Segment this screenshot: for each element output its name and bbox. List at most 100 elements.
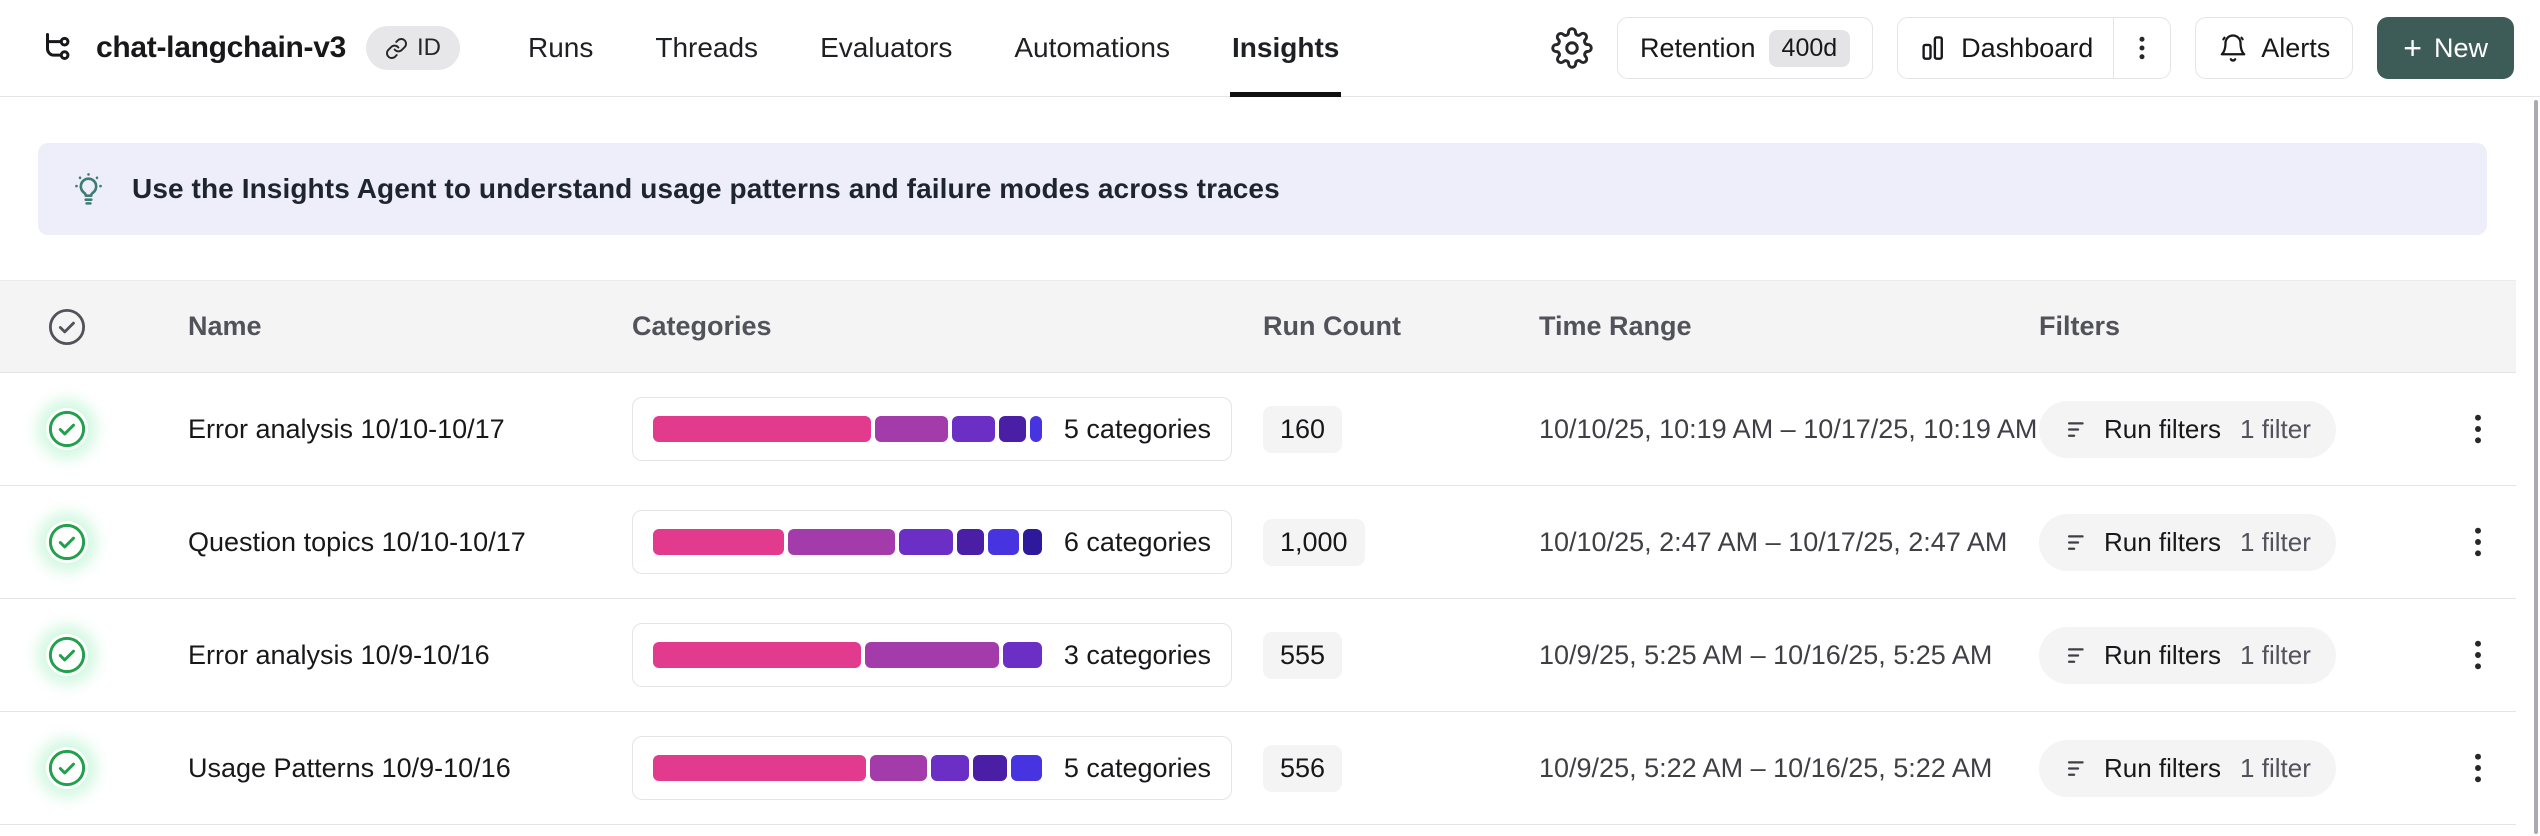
dashboard-menu-button[interactable] bbox=[2114, 18, 2170, 78]
table-row[interactable]: Error analysis 10/10-10/17 5 categories … bbox=[0, 373, 2516, 486]
categories-count-label: 5 categories bbox=[1063, 413, 1211, 444]
insights-table-body: Error analysis 10/10-10/17 5 categories … bbox=[0, 373, 2540, 825]
vertical-scrollbar[interactable] bbox=[2534, 100, 2538, 834]
row-menu-button[interactable] bbox=[2461, 745, 2495, 791]
dashboard-button[interactable]: Dashboard bbox=[1898, 18, 2113, 78]
time-range-text: 10/9/25, 5:22 AM – 10/16/25, 5:22 AM bbox=[1539, 752, 1993, 783]
select-all-checkmark-icon[interactable] bbox=[46, 306, 88, 348]
status-success-icon bbox=[46, 521, 88, 563]
category-bar-segment bbox=[1030, 416, 1042, 442]
run-count-badge: 555 bbox=[1263, 631, 1343, 679]
kebab-menu-icon bbox=[2139, 36, 2145, 60]
categories-count-label: 3 categories bbox=[1063, 639, 1211, 670]
run-filters-pill[interactable]: Run filters 1 filter bbox=[2039, 739, 2336, 797]
run-filters-pill[interactable]: Run filters 1 filter bbox=[2039, 400, 2336, 458]
status-success-icon bbox=[46, 634, 88, 676]
id-badge-label: ID bbox=[416, 34, 441, 61]
insight-name-link[interactable]: Error analysis 10/10-10/17 bbox=[188, 413, 505, 444]
bell-icon bbox=[2220, 34, 2246, 62]
project-tree-icon bbox=[38, 29, 76, 67]
plus-icon: + bbox=[2403, 30, 2422, 66]
run-count-badge: 160 bbox=[1263, 405, 1343, 453]
lightbulb-icon bbox=[70, 171, 107, 208]
project-brand: chat-langchain-v3 ID bbox=[38, 26, 460, 70]
row-menu-button[interactable] bbox=[2461, 519, 2495, 565]
status-success-icon bbox=[46, 408, 88, 450]
insight-name-link[interactable]: Usage Patterns 10/9-10/16 bbox=[188, 752, 511, 783]
column-header-filters: Filters bbox=[2039, 311, 2121, 341]
insight-name-link[interactable]: Question topics 10/10-10/17 bbox=[188, 526, 526, 557]
row-menu-button[interactable] bbox=[2461, 632, 2495, 678]
run-filters-label: Run filters bbox=[2104, 526, 2222, 557]
kebab-menu-icon bbox=[2475, 640, 2481, 670]
time-range-text: 10/10/25, 2:47 AM – 10/17/25, 2:47 AM bbox=[1539, 526, 2008, 557]
category-bar bbox=[653, 529, 1042, 555]
category-bar bbox=[653, 416, 1042, 442]
kebab-menu-icon bbox=[2475, 527, 2481, 557]
dashboard-button-group: Dashboard bbox=[1897, 17, 2172, 79]
category-bar-segment bbox=[870, 755, 928, 781]
category-bar-segment bbox=[999, 416, 1027, 442]
retention-button[interactable]: Retention 400d bbox=[1616, 17, 1874, 79]
category-bar-segment bbox=[653, 529, 784, 555]
tab-automations[interactable]: Automations bbox=[1014, 32, 1170, 63]
insights-table-header: Name Categories Run Count Time Range Fil… bbox=[0, 280, 2516, 373]
new-button[interactable]: + New bbox=[2377, 17, 2514, 79]
table-row[interactable]: Error analysis 10/9-10/16 3 categories 5… bbox=[0, 599, 2516, 712]
table-row[interactable]: Usage Patterns 10/9-10/16 5 categories 5… bbox=[0, 712, 2516, 825]
tab-runs[interactable]: Runs bbox=[527, 32, 594, 63]
time-range-text: 10/10/25, 10:19 AM – 10/17/25, 10:19 AM bbox=[1539, 413, 2038, 444]
categories-preview[interactable]: 3 categories bbox=[632, 623, 1232, 687]
category-bar-segment bbox=[874, 416, 949, 442]
category-bar-segment bbox=[1003, 642, 1042, 668]
categories-preview[interactable]: 5 categories bbox=[632, 397, 1232, 461]
insights-agent-banner: Use the Insights Agent to understand usa… bbox=[38, 143, 2487, 235]
new-button-label: New bbox=[2433, 32, 2488, 63]
copy-id-button[interactable]: ID bbox=[365, 26, 460, 70]
filter-icon bbox=[2067, 760, 2084, 776]
run-count-badge: 1,000 bbox=[1263, 518, 1365, 566]
run-filters-pill[interactable]: Run filters 1 filter bbox=[2039, 513, 2336, 571]
category-bar-segment bbox=[787, 529, 896, 555]
category-bar-segment bbox=[899, 529, 954, 555]
filter-icon bbox=[2067, 421, 2084, 437]
category-bar bbox=[653, 642, 1042, 668]
filter-count-label: 1 filter bbox=[2240, 526, 2311, 557]
category-bar-segment bbox=[987, 529, 1019, 555]
tab-insights[interactable]: Insights bbox=[1230, 0, 1342, 97]
kebab-menu-icon bbox=[2475, 414, 2481, 444]
table-row[interactable]: Question topics 10/10-10/17 6 categories… bbox=[0, 486, 2516, 599]
category-bar-segment bbox=[973, 755, 1008, 781]
categories-preview[interactable]: 5 categories bbox=[632, 736, 1232, 800]
categories-preview[interactable]: 6 categories bbox=[632, 510, 1232, 574]
tab-threads[interactable]: Threads bbox=[655, 32, 759, 63]
category-bar-segment bbox=[952, 416, 996, 442]
link-icon bbox=[385, 37, 407, 59]
project-tabs: Runs Threads Evaluators Automations Insights bbox=[526, 0, 1342, 97]
column-header-run-count: Run Count bbox=[1263, 311, 1401, 341]
row-menu-button[interactable] bbox=[2461, 406, 2495, 452]
category-bar-segment bbox=[653, 642, 861, 668]
category-bar-segment bbox=[1011, 755, 1042, 781]
gear-icon[interactable] bbox=[1551, 27, 1593, 69]
header-actions: Retention 400d Dashboard bbox=[1551, 17, 2514, 79]
category-bar-segment bbox=[931, 755, 970, 781]
status-success-icon bbox=[46, 747, 88, 789]
run-filters-label: Run filters bbox=[2104, 752, 2222, 783]
bar-chart-icon bbox=[1922, 36, 1944, 60]
run-filters-label: Run filters bbox=[2104, 413, 2222, 444]
column-header-categories: Categories bbox=[632, 311, 772, 341]
filter-icon bbox=[2067, 534, 2084, 550]
category-bar-segment bbox=[957, 529, 984, 555]
tab-evaluators[interactable]: Evaluators bbox=[820, 32, 953, 63]
insight-name-link[interactable]: Error analysis 10/9-10/16 bbox=[188, 639, 490, 670]
alerts-label: Alerts bbox=[2261, 32, 2331, 63]
alerts-button[interactable]: Alerts bbox=[2195, 17, 2354, 79]
filter-icon bbox=[2067, 647, 2084, 663]
categories-count-label: 6 categories bbox=[1063, 526, 1211, 557]
filter-count-label: 1 filter bbox=[2240, 752, 2311, 783]
time-range-text: 10/9/25, 5:25 AM – 10/16/25, 5:25 AM bbox=[1539, 639, 1993, 670]
run-filters-pill[interactable]: Run filters 1 filter bbox=[2039, 626, 2336, 684]
retention-value-badge: 400d bbox=[1768, 29, 1851, 67]
category-bar bbox=[653, 755, 1042, 781]
